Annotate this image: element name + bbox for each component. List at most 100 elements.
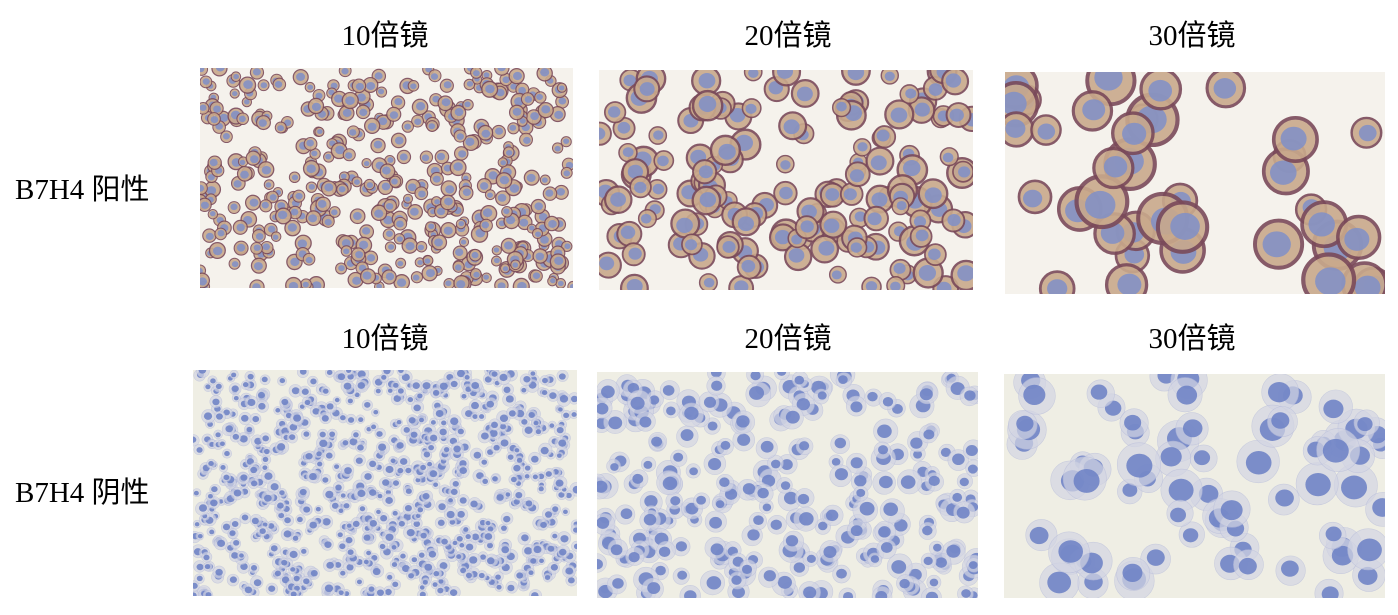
cell — [323, 558, 337, 572]
cell — [202, 228, 217, 243]
cell — [507, 122, 520, 135]
cell — [401, 120, 414, 133]
cell — [336, 183, 349, 196]
cell — [345, 395, 355, 406]
cell — [305, 181, 318, 193]
cell — [887, 553, 913, 579]
cell — [221, 422, 236, 437]
cell — [379, 163, 396, 180]
cell — [1139, 72, 1183, 111]
cell — [549, 105, 566, 123]
cell — [470, 447, 484, 461]
cell — [351, 429, 361, 440]
cell — [450, 539, 459, 548]
cell — [491, 124, 506, 140]
cell — [420, 449, 433, 461]
cell — [917, 178, 949, 210]
cell — [421, 577, 431, 587]
cell — [440, 221, 457, 239]
cell — [207, 375, 218, 386]
cell — [1267, 406, 1298, 437]
cell — [409, 554, 419, 565]
cell — [790, 79, 820, 108]
cell — [414, 257, 425, 268]
cell — [402, 502, 415, 515]
cell — [452, 260, 465, 273]
cell — [950, 259, 973, 290]
cell — [494, 582, 504, 592]
cell — [292, 69, 309, 86]
cell — [206, 527, 216, 537]
cell — [618, 142, 638, 163]
cell — [340, 438, 351, 449]
cell — [746, 372, 764, 384]
cell — [767, 454, 784, 472]
cell — [394, 418, 403, 427]
cell — [426, 442, 437, 453]
cell — [873, 418, 899, 444]
cell — [775, 154, 795, 174]
cell — [390, 380, 401, 391]
cell — [300, 503, 312, 516]
cell — [845, 395, 867, 417]
cell — [798, 581, 821, 598]
cell — [428, 69, 442, 83]
cell — [1205, 72, 1247, 109]
cell — [679, 402, 704, 428]
cell — [305, 210, 322, 227]
cell — [406, 414, 419, 427]
cell — [1189, 444, 1218, 473]
cell — [810, 234, 840, 264]
cell — [496, 370, 511, 386]
cell — [374, 427, 386, 440]
cell — [1038, 270, 1076, 294]
cell — [672, 567, 690, 585]
cell — [597, 476, 611, 500]
cell — [306, 469, 320, 484]
cell — [379, 373, 389, 383]
cell — [534, 91, 547, 104]
cell — [510, 259, 521, 271]
cell — [850, 471, 873, 493]
cell — [1116, 556, 1151, 591]
cell — [653, 150, 675, 171]
cell — [794, 488, 815, 508]
cell — [417, 415, 427, 425]
cell — [389, 542, 399, 552]
cell — [304, 81, 316, 93]
cell — [1048, 531, 1090, 574]
cell — [832, 564, 851, 584]
cell — [528, 451, 542, 465]
cell — [425, 547, 439, 561]
cell — [458, 185, 474, 201]
cell — [415, 504, 426, 515]
cell — [831, 97, 852, 118]
cell — [193, 560, 206, 573]
cell — [477, 429, 492, 444]
cell — [629, 175, 652, 199]
cell — [366, 584, 377, 595]
cell — [956, 473, 973, 490]
cell — [237, 156, 249, 167]
cell — [1062, 456, 1107, 501]
cell — [201, 551, 213, 563]
cell — [340, 245, 353, 257]
cell — [193, 580, 200, 593]
cell — [335, 529, 346, 539]
cell — [468, 497, 482, 511]
cell — [671, 537, 691, 557]
cell — [506, 451, 517, 463]
cell — [336, 506, 345, 515]
cell — [345, 547, 357, 559]
cell — [248, 464, 261, 477]
cell — [426, 120, 439, 133]
cell — [606, 574, 627, 595]
cell — [599, 251, 622, 279]
cell — [540, 388, 550, 398]
cell — [648, 126, 668, 145]
cell — [495, 172, 513, 189]
cell — [704, 510, 727, 533]
cell — [393, 233, 406, 245]
cell — [388, 456, 398, 465]
cell — [288, 205, 302, 220]
